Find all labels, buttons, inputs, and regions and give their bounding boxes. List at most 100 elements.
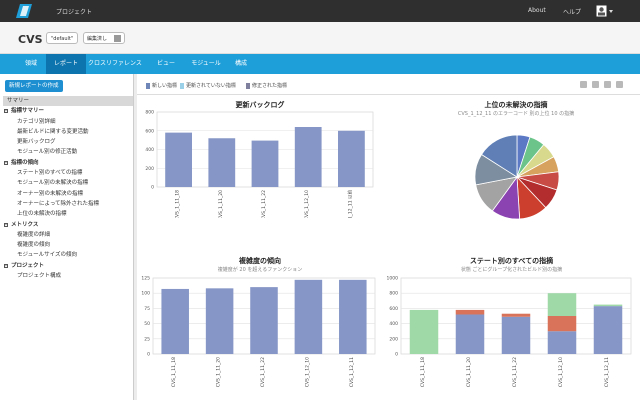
sidebar-item[interactable]: カテゴリ別詳細 (3, 117, 133, 127)
sidebar-item[interactable]: 最新ビルドに関する変更活動 (3, 127, 133, 137)
sidebar-item-label: モジュールサイズの傾向 (17, 252, 77, 259)
x-tick-label: CVS_1_11_22 (512, 357, 518, 387)
x-tick-label: CVS_1_12_10 (304, 190, 310, 218)
complexity-trend-chart: 複雑度の傾向 複雑度が 20 を超えるファンクション 0 25 50 75 100 125… (137, 254, 383, 400)
bar[interactable] (294, 279, 323, 354)
bar-segment[interactable] (547, 293, 577, 316)
y-tick-label: 600 (145, 128, 154, 134)
user-menu-icon[interactable] (596, 5, 614, 17)
new-report-button[interactable]: 新規レポートの作成 (5, 80, 63, 92)
report-sidebar: 新規レポートの作成 サマリー - 指標サマリー カテゴリ別詳細 最新ビルドに関する変更活… (0, 74, 134, 400)
y-tick-label: 200 (145, 166, 154, 172)
sidebar-splitter[interactable] (134, 74, 137, 400)
bar[interactable] (205, 288, 234, 354)
backlog-chart-svg: 0 200 400 600 800 CVS_1_11_18 CVS_1_11_20 CVS_1… (145, 110, 374, 218)
sidebar-item-label: 更新バックログ (17, 139, 56, 146)
collapse-toggle-icon[interactable]: - (4, 108, 8, 114)
sidebar-item[interactable]: - 指標サマリー (3, 106, 133, 116)
bar[interactable] (338, 130, 365, 187)
email-icon[interactable] (604, 81, 611, 88)
sidebar-item[interactable]: 複雑度の傾向 (3, 240, 133, 250)
about-link[interactable]: About (528, 7, 546, 14)
tab-cross-reference[interactable]: クロスリファレンス (88, 60, 142, 67)
sidebar-item[interactable]: プロジェクト構成 (3, 271, 133, 281)
sidebar-item-label: サマリー (7, 98, 30, 104)
branch-selector[interactable]: "default" (46, 32, 79, 44)
project-title: CVS (18, 33, 43, 46)
sidebar-item[interactable]: - プロジェクト (3, 261, 133, 271)
y-tick-label: 0 (395, 352, 398, 358)
backlog-chart: 更新バックログ 0 200 400 600 800 CVS_1_11_18 CVS_1_11… (137, 98, 383, 218)
y-tick-label: 1000 (387, 276, 399, 282)
help-link[interactable]: ヘルプ (563, 9, 582, 16)
bar[interactable] (251, 140, 279, 187)
sidebar-item[interactable]: モジュール別の修正活動 (3, 147, 133, 157)
y-tick-label: 125 (141, 276, 150, 282)
report-tree: サマリー - 指標サマリー カテゴリ別詳細 最新ビルドに関する変更活動 更新バックログ モジ… (3, 96, 133, 281)
bar[interactable] (208, 138, 236, 187)
collapse-toggle-icon[interactable]: - (4, 262, 8, 268)
sidebar-item-label: プロジェクト (11, 262, 45, 269)
sidebar-item[interactable]: ステート別のすべての指標 (3, 168, 133, 178)
tab-areas[interactable]: 領域 (24, 60, 37, 67)
y-tick-label: 200 (389, 336, 398, 342)
sidebar-item-label: 指標の傾向 (11, 159, 39, 166)
project-menu-link[interactable]: プロジェクト (56, 9, 93, 16)
y-tick-label: 50 (144, 321, 150, 327)
print-icon[interactable] (616, 81, 623, 88)
edit-button[interactable]: 編集済し (83, 32, 125, 44)
sidebar-item-label: オーナーによって除外された指標 (17, 200, 100, 207)
bar[interactable] (250, 287, 278, 354)
tab-views[interactable]: ビュー (156, 60, 175, 67)
tab-configuration[interactable]: 構成 (234, 60, 247, 67)
y-tick-label: 75 (144, 306, 150, 312)
bar-segment[interactable] (455, 314, 485, 354)
y-tick-label: 100 (141, 291, 150, 297)
x-tick-label: CVS_1_12_10 (558, 357, 564, 387)
sidebar-item[interactable]: 上位の未解決の指標 (3, 209, 133, 219)
bar-segment[interactable] (501, 316, 531, 354)
bar-segment[interactable] (593, 304, 623, 307)
sidebar-item[interactable]: 複雑度の詳細 (3, 230, 133, 240)
product-logo[interactable] (14, 3, 36, 19)
tab-reports[interactable]: レポート (46, 54, 86, 74)
bar-segment[interactable] (593, 306, 623, 354)
x-tick-label: CVS_1_11_22 (260, 357, 266, 387)
sidebar-item-label: 複雑度の詳細 (17, 231, 51, 238)
edit-report-icon[interactable] (580, 81, 587, 88)
x-tick-label: CVS_1_11_20 (218, 190, 224, 218)
pie-slice[interactable] (480, 134, 518, 178)
bar[interactable] (161, 288, 189, 354)
sidebar-item-label: 最新ビルドに関する変更活動 (17, 128, 89, 135)
y-tick-label: 800 (389, 291, 398, 297)
sidebar-item[interactable]: 更新バックログ (3, 137, 133, 147)
x-tick-label: CVS_1_12_11 (349, 357, 355, 387)
bar[interactable] (339, 279, 367, 354)
top-issues-pie-svg (474, 134, 560, 220)
x-tick-label: CVS_1_11_20 (216, 357, 222, 387)
sidebar-item[interactable]: モジュール別の未解決の指標 (3, 178, 133, 188)
tab-modules[interactable]: モジュール (191, 60, 221, 67)
bar-segment[interactable] (547, 316, 577, 332)
bar-segment[interactable] (455, 309, 485, 315)
y-tick-label: 600 (389, 306, 398, 312)
bar-segment[interactable] (409, 309, 439, 354)
sidebar-item-label: 上位の未解決の指標 (17, 211, 67, 218)
chart-title: ステート別のすべての指摘 (469, 257, 554, 265)
top-bar: プロジェクト About ヘルプ (0, 0, 640, 22)
bar[interactable] (165, 132, 192, 187)
collapse-toggle-icon[interactable]: - (4, 221, 8, 227)
complexity-chart-svg: 0 25 50 75 100 125 CVS_1_11_18 CVS_1_11_20 CVS_1… (141, 276, 376, 387)
sidebar-item[interactable]: - 指標の傾向 (3, 158, 133, 168)
bar[interactable] (294, 127, 322, 187)
sidebar-item[interactable]: モジュールサイズの傾向 (3, 250, 133, 260)
bar-segment[interactable] (501, 313, 531, 317)
x-tick-label: CVS_1_11_18 (171, 357, 177, 387)
sidebar-item[interactable]: サマリー (3, 96, 133, 107)
export-icon[interactable] (592, 81, 599, 88)
sidebar-item[interactable]: オーナー別の未解決の指標 (3, 189, 133, 199)
sidebar-item[interactable]: - メトリクス (3, 220, 133, 230)
bar-segment[interactable] (547, 331, 577, 354)
sidebar-item[interactable]: オーナーによって除外された指標 (3, 199, 133, 209)
collapse-toggle-icon[interactable]: - (4, 159, 8, 165)
